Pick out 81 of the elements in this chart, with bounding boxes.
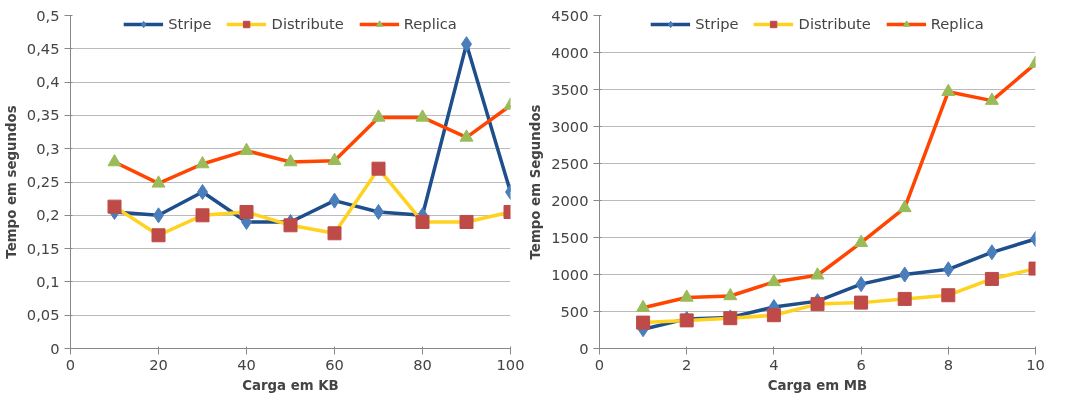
point <box>636 299 651 313</box>
point <box>766 308 781 323</box>
y-tick-label: 0,05 <box>26 306 60 324</box>
x-tick-label: 100 <box>496 355 525 373</box>
point <box>942 261 954 278</box>
point <box>899 266 911 283</box>
point <box>327 226 342 241</box>
point <box>810 297 825 312</box>
point <box>415 109 430 122</box>
y-tick-label: 2000 <box>551 191 589 209</box>
y-tick-label: 4000 <box>551 43 589 61</box>
y-tick-label: 0 <box>50 339 60 357</box>
legend-label: Distribute <box>798 15 871 32</box>
point <box>327 152 342 165</box>
y-tick-label: 500 <box>560 302 589 320</box>
y-axis-title: Tempo em Segundos <box>528 104 544 260</box>
y-tick-label: 0 <box>579 339 589 357</box>
point <box>855 276 867 293</box>
y-tick-label: 2500 <box>551 154 589 172</box>
x-tick-label: 0 <box>594 355 605 373</box>
point <box>941 83 956 96</box>
legend-label: Stripe <box>168 15 212 32</box>
y-tick-label: 4500 <box>551 6 589 24</box>
y-tick-label: 0,35 <box>26 106 60 124</box>
y-tick-label: 0,5 <box>36 6 60 24</box>
x-tick-label: 8 <box>943 355 953 373</box>
y-tick-label: 3500 <box>551 80 589 98</box>
legend-label: Replica <box>930 15 984 32</box>
point <box>283 218 298 233</box>
point <box>459 129 474 142</box>
point <box>941 288 956 303</box>
point <box>107 154 122 167</box>
x-tick-label: 2 <box>682 355 692 373</box>
y-tick-label: 0,3 <box>36 139 60 157</box>
point <box>459 214 474 229</box>
point <box>984 92 999 105</box>
y-tick-label: 0,45 <box>26 39 60 57</box>
x-tick-label: 10 <box>1026 355 1045 373</box>
point <box>897 291 912 306</box>
x-tick-label: 20 <box>149 355 168 373</box>
y-tick-label: 3000 <box>551 117 589 135</box>
y-tick-label: 0,15 <box>26 239 60 257</box>
y-tick-label: 0,25 <box>26 173 60 190</box>
x-tick-label: 6 <box>856 355 866 373</box>
point <box>239 204 254 219</box>
point <box>283 154 298 167</box>
point <box>151 175 166 188</box>
y-tick-label: 1500 <box>551 228 589 246</box>
point <box>371 109 386 122</box>
point <box>636 315 651 330</box>
point <box>723 287 738 301</box>
x-tick-label: 80 <box>413 355 432 373</box>
y-tick-label: 0,2 <box>36 206 60 224</box>
point <box>986 244 998 261</box>
point <box>195 156 210 169</box>
point <box>415 214 430 229</box>
point <box>195 208 210 223</box>
x-tick-label: 0 <box>65 355 76 373</box>
x-tick-label: 60 <box>325 355 344 373</box>
point <box>810 267 825 280</box>
y-axis-title: Tempo em segundos <box>3 105 19 259</box>
point <box>371 161 386 176</box>
y-tick-label: 0,4 <box>36 73 60 91</box>
point <box>151 228 166 243</box>
x-axis-title: Carga em KB <box>242 377 339 393</box>
x-tick-label: 4 <box>769 355 779 373</box>
legend-label: Stripe <box>695 15 739 32</box>
point <box>107 199 122 214</box>
point <box>766 273 781 287</box>
x-axis-title: Carga em MB <box>767 377 868 393</box>
point <box>239 142 254 155</box>
y-tick-label: 0,1 <box>36 272 60 290</box>
point <box>679 289 694 302</box>
point <box>854 295 869 310</box>
y-tick-label: 1000 <box>551 265 589 283</box>
point <box>854 234 869 247</box>
legend-label: Distribute <box>271 15 344 32</box>
legend-label: Replica <box>403 15 457 32</box>
point <box>897 199 912 213</box>
point <box>984 271 999 286</box>
x-tick-label: 40 <box>237 355 256 373</box>
